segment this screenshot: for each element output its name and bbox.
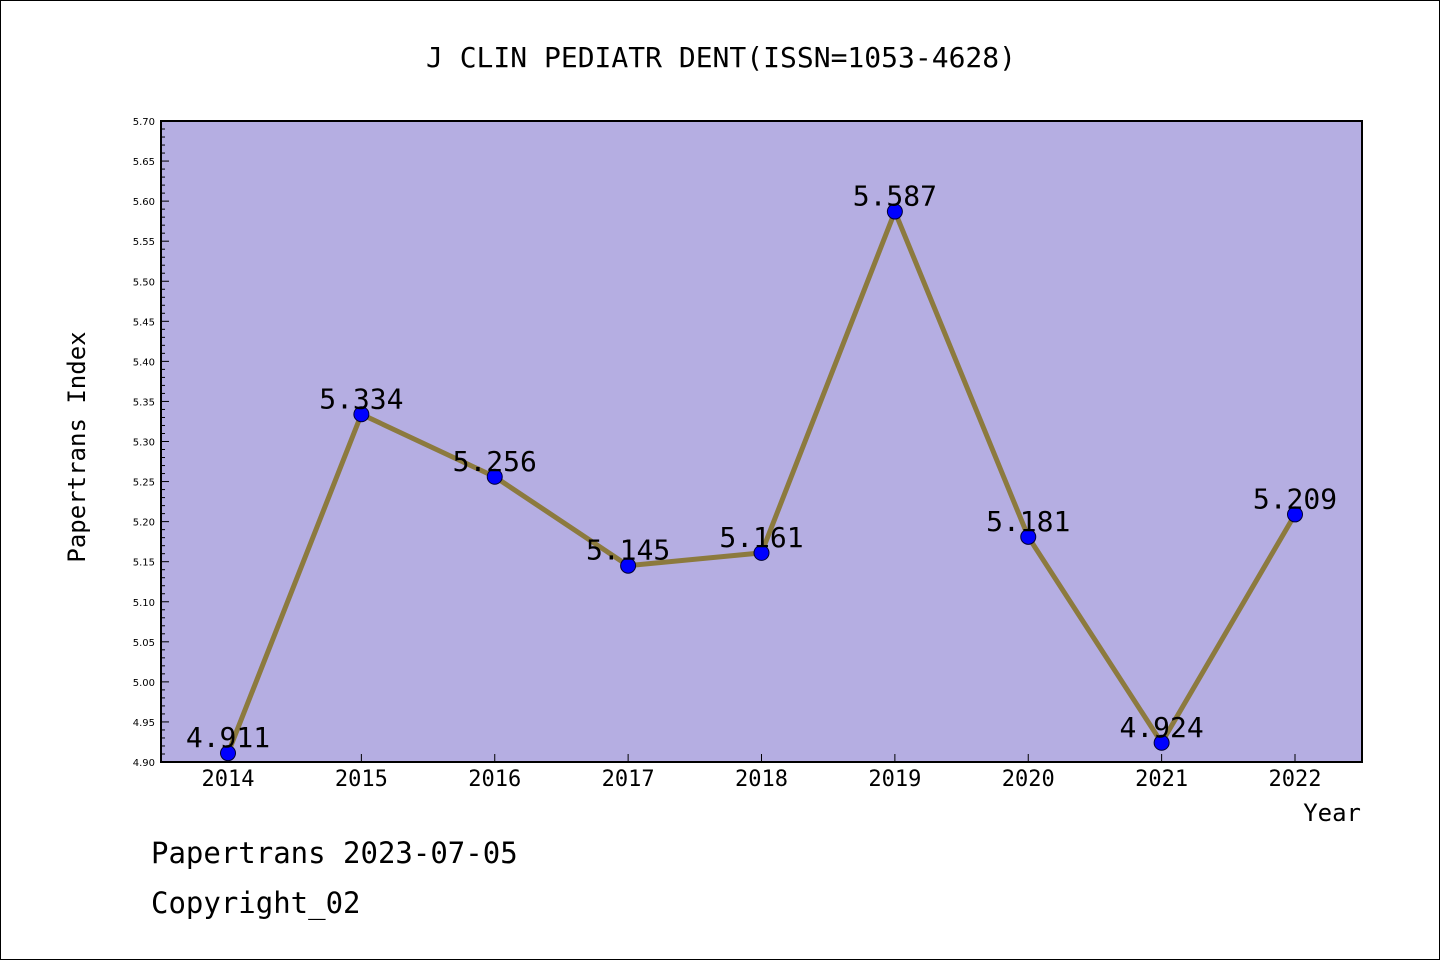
y-tick-label: 4.95: [133, 718, 155, 729]
data-point: [753, 544, 770, 561]
y-tick-label: 5.45: [133, 317, 155, 328]
data-point: [1153, 734, 1170, 751]
y-tick-label: 5.25: [133, 478, 155, 489]
data-label: 5.181: [986, 505, 1070, 538]
y-tick-label: 5.20: [133, 518, 155, 529]
y-tick-label: 5.15: [133, 558, 155, 569]
x-tick-label: 2019: [868, 767, 921, 792]
y-tick-label: 5.05: [133, 638, 155, 649]
y-tick-label: 5.50: [133, 277, 155, 288]
x-axis-label: Year: [1303, 799, 1361, 827]
x-tick-label: 2015: [335, 767, 388, 792]
footer-date: Papertrans 2023-07-05: [151, 836, 518, 870]
data-label: 5.145: [586, 534, 670, 567]
x-tick-label: 2014: [202, 767, 255, 792]
data-point: [353, 406, 370, 423]
y-tick-label: 5.10: [133, 598, 155, 609]
y-tick-label: 5.40: [133, 357, 155, 368]
series-markers: [220, 203, 1303, 762]
y-tick-label: 5.35: [133, 397, 155, 408]
y-tick-label: 5.70: [133, 117, 155, 128]
x-tick-label: 2021: [1135, 767, 1188, 792]
data-point: [886, 203, 903, 220]
x-tick-label: 2016: [468, 767, 521, 792]
footer-copyright: Copyright_02: [151, 886, 361, 920]
y-tick-label: 5.30: [133, 438, 155, 449]
y-tick-label: 5.55: [133, 237, 155, 248]
y-tick-label: 4.90: [133, 758, 155, 769]
data-label: 5.161: [719, 521, 803, 554]
y-tick-label: 5.00: [133, 678, 155, 689]
data-point: [1287, 506, 1303, 523]
data-label: 5.334: [319, 382, 403, 415]
data-point: [220, 745, 236, 762]
data-label: 4.911: [186, 721, 270, 754]
data-label: 5.587: [853, 180, 937, 213]
data-label: 5.256: [453, 445, 537, 478]
plot-area: [160, 120, 1363, 763]
y-tick-label: 5.60: [133, 197, 155, 208]
data-labels: 4.911 5.334 5.256 5.145 5.161 5.587 5.181 4.924…: [186, 180, 1337, 755]
data-point: [486, 468, 503, 485]
data-point: [1020, 528, 1037, 545]
data-point: [620, 557, 637, 574]
y-tick-label: 5.65: [133, 157, 155, 168]
x-axis: 2014 2015 2016 2017 2018 2019 2020 2021 2022: [202, 754, 1322, 792]
x-tick-label: 2022: [1269, 767, 1322, 792]
chart-title: J CLIN PEDIATR DENT(ISSN=1053-4628): [426, 41, 1016, 74]
data-label: 4.924: [1119, 711, 1203, 744]
x-tick-label: 2018: [735, 767, 788, 792]
x-tick-label: 2017: [602, 767, 655, 792]
y-axis-label: Papertrans Index: [63, 331, 91, 562]
x-tick-label: 2020: [1002, 767, 1055, 792]
data-label: 5.209: [1253, 482, 1337, 515]
y-axis: 4.90 4.95 5.00 5.05 5.10 5.15 5.20 5.25 5.30 5.35…: [133, 117, 169, 769]
